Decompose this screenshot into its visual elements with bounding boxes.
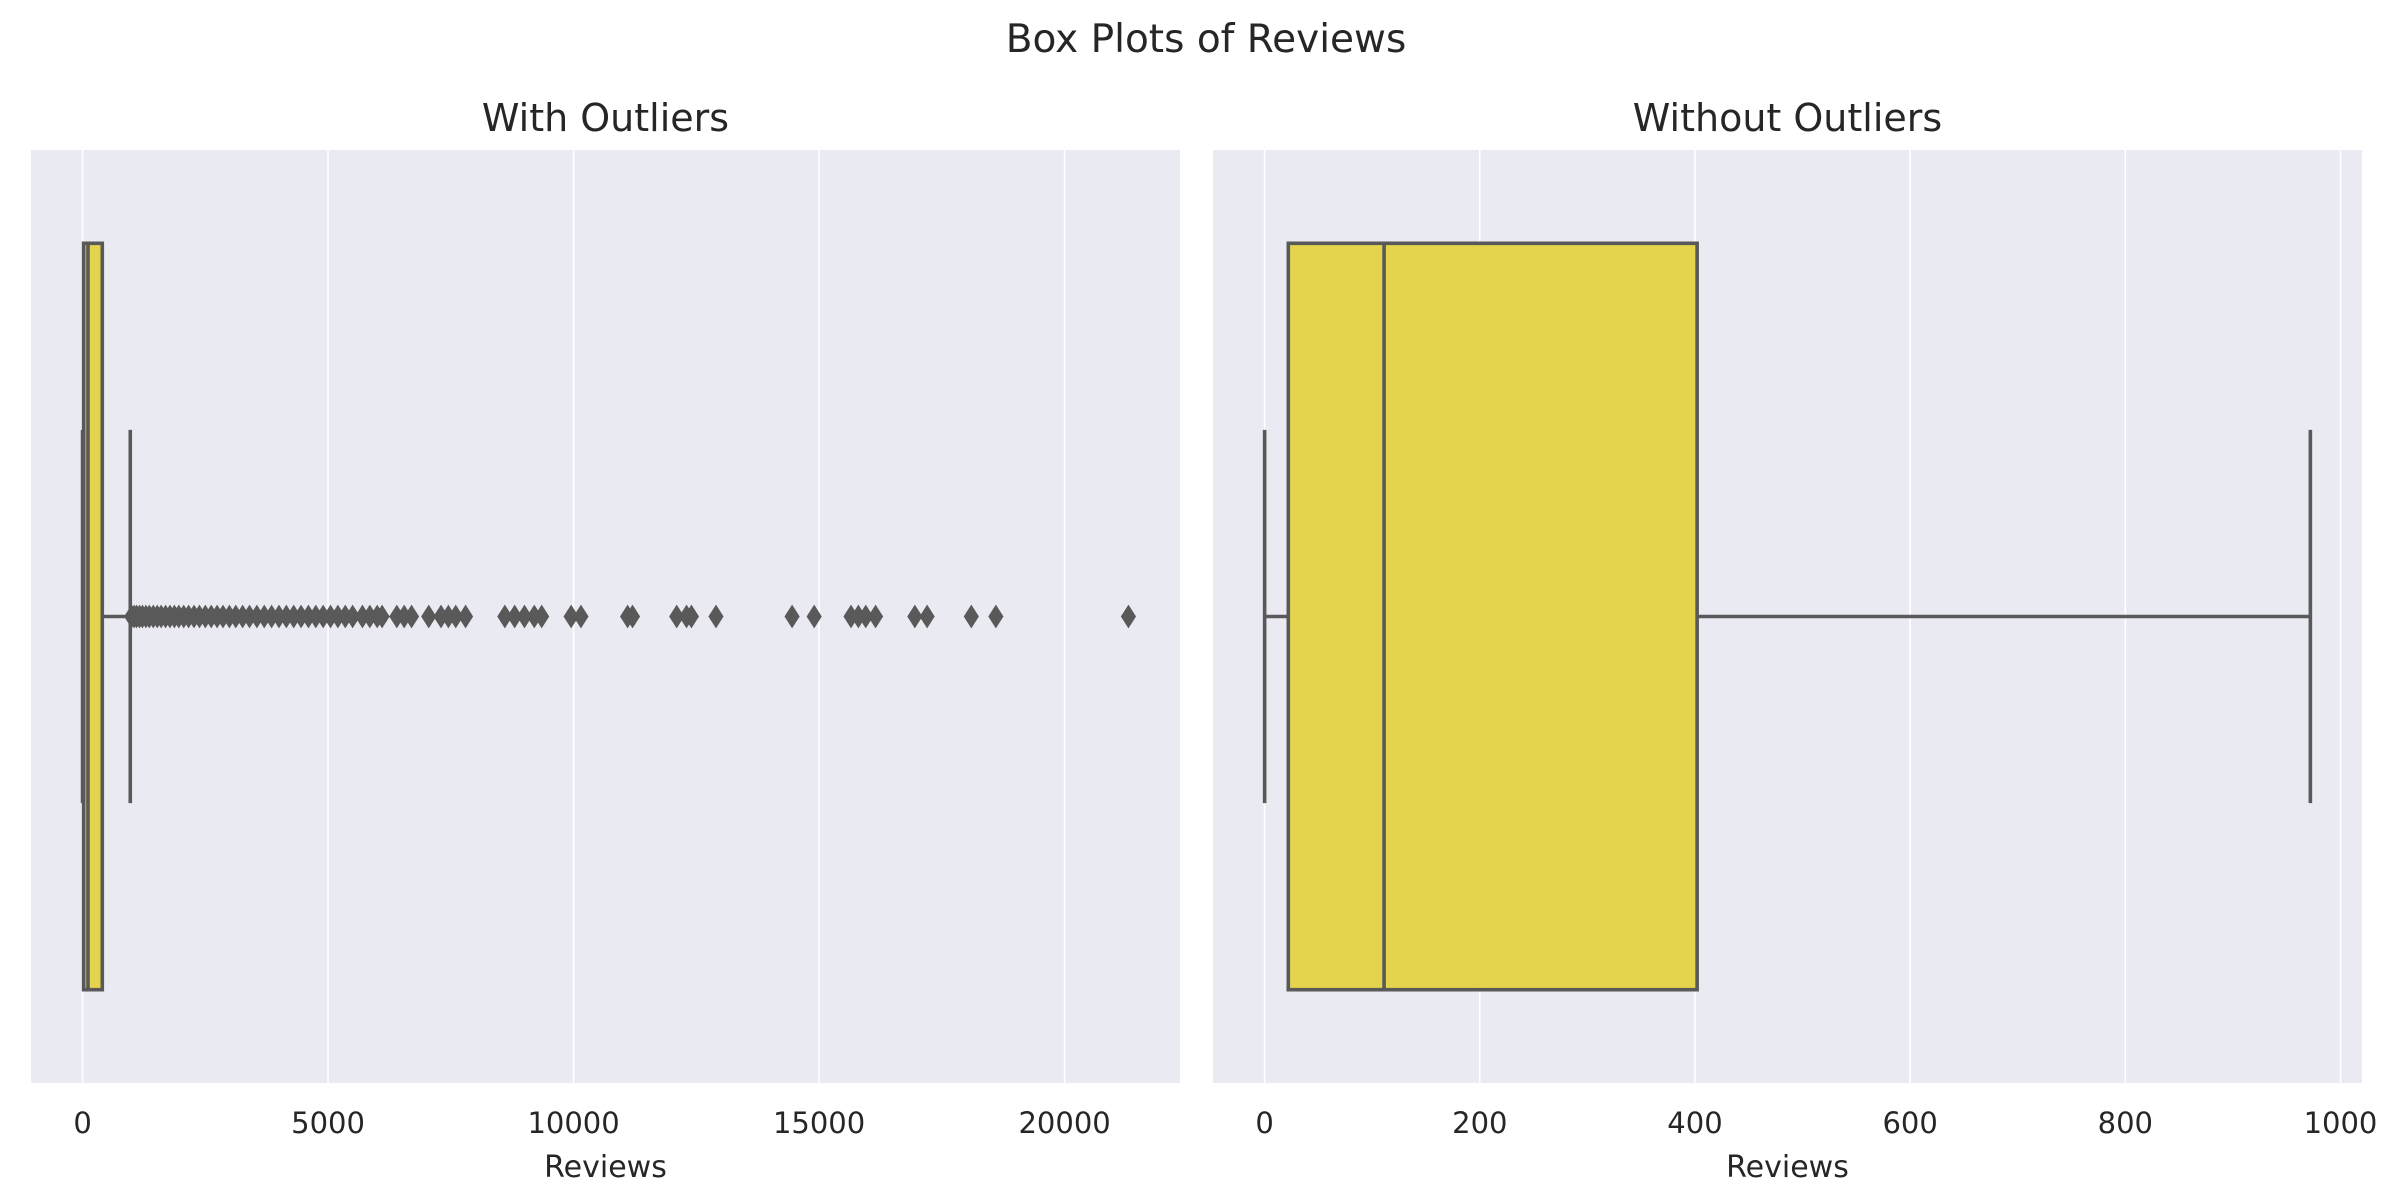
outlier-point-left-58 [573,604,589,629]
x-tick-label-left-15000: 15000 [773,1106,865,1140]
x-tick-label-left-20000: 20000 [1018,1106,1110,1140]
x-tick-label-right-200: 200 [1452,1106,1507,1140]
x-axis-label-left: Reviews [544,1150,667,1185]
outlier-point-left-73 [963,604,979,629]
outlier-point-left-65 [784,604,800,629]
x-tick-label-right-800: 800 [2098,1106,2153,1140]
outlier-point-left-72 [919,604,935,629]
x-tick-label-right-0: 0 [1255,1106,1273,1140]
outlier-point-left-74 [988,604,1004,629]
outlier-point-left-46 [403,604,420,629]
outlier-point-left-64 [708,604,724,629]
outlier-point-left-75 [1120,604,1137,629]
x-tick-label-right-400: 400 [1667,1106,1722,1140]
x-tick-label-left-0: 0 [73,1106,91,1140]
x-tick-label-left-10000: 10000 [527,1106,619,1140]
x-axis-label-right: Reviews [1726,1150,1849,1185]
outlier-point-left-63 [683,604,700,629]
outlier-point-left-47 [421,604,437,629]
outlier-point-left-66 [806,604,822,629]
x-tick-label-left-5000: 5000 [291,1106,365,1140]
panel-title-left: With Outliers [482,96,729,140]
outlier-point-left-71 [907,604,923,629]
figure-title: Box Plots of Reviews [1006,17,1407,62]
panel-right: 0 200 400 600 800 1000 Without Outliers Reviews [1213,96,2377,1185]
outlier-point-left-51 [457,604,474,629]
outlier-point-left-56 [534,604,550,629]
outlier-point-left-43 [374,604,390,629]
x-tick-label-right-600: 600 [1882,1106,1937,1140]
panel-left: 0 5000 10000 15000 20000 With Outliers Reviews [31,96,1180,1185]
outlier-point-left-70 [867,604,884,629]
x-tick-label-right-1000: 1000 [2304,1106,2378,1140]
panel-title-right: Without Outliers [1633,96,1942,140]
box-right [1286,241,1699,992]
outlier-point-left-60 [624,604,641,629]
